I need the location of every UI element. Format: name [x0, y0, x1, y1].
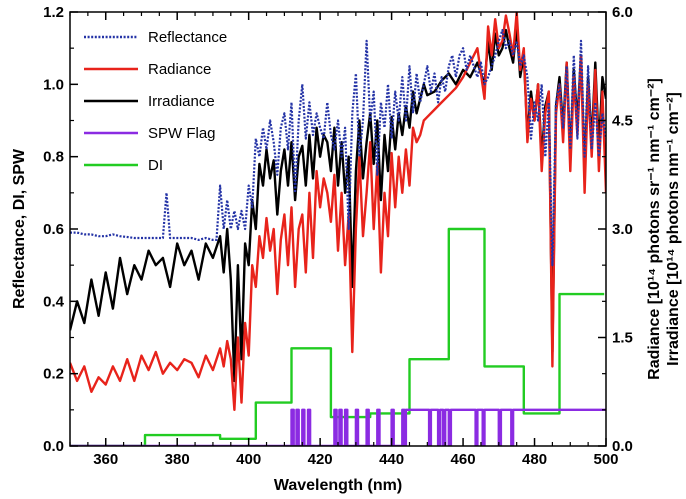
y-right-tick-label: 0.0 — [612, 438, 633, 455]
legend-label: Irradiance — [148, 93, 215, 110]
series-reflectance-line — [70, 29, 606, 267]
x-tick-label: 420 — [308, 451, 333, 468]
y-right-tick-label: 1.5 — [612, 330, 633, 347]
legend-label: SPW Flag — [148, 125, 216, 142]
y-left-tick-label: 0.8 — [43, 149, 64, 166]
x-tick-label: 460 — [451, 451, 476, 468]
y-left-tick-label: 1.2 — [43, 4, 64, 21]
series-layer — [70, 12, 606, 446]
x-tick-label: 440 — [379, 451, 404, 468]
x-tick-label: 380 — [165, 451, 190, 468]
x-axis-title: Wavelength (nm) — [274, 477, 402, 494]
series-spw-flag-line — [70, 408, 606, 446]
legend-label: Reflectance — [148, 29, 227, 46]
legend: Reflectance Radiance Irradiance SPW Flag DI — [84, 29, 227, 174]
legend-label: DI — [148, 157, 163, 174]
y-left-tick-label: 0.6 — [43, 221, 64, 238]
y-left-tick-label: 1.0 — [43, 76, 64, 93]
y-right-tick-label: 4.5 — [612, 113, 633, 130]
series-di-line — [70, 227, 605, 446]
x-tick-label: 360 — [93, 451, 118, 468]
y-axis-right-title-irradiance: Irradiance [10¹⁴ photons nm⁻¹ cm⁻²] — [665, 92, 682, 366]
ticks-layer: 360 380 400 420 440 460 480 5000.00.20.40.60.81… — [43, 4, 633, 468]
x-tick-label: 480 — [522, 451, 547, 468]
x-tick-label: 400 — [236, 451, 261, 468]
x-tick-label: 500 — [593, 451, 618, 468]
legend-label: Radiance — [148, 61, 211, 78]
y-left-tick-label: 0.2 — [43, 366, 64, 383]
y-left-tick-label: 0.4 — [43, 293, 65, 310]
y-left-tick-label: 0.0 — [43, 438, 64, 455]
y-right-tick-label: 6.0 — [612, 4, 633, 21]
y-axis-right-title-radiance: Radiance [10¹⁴ photons sr⁻¹ nm⁻¹ cm⁻²] — [646, 78, 663, 380]
y-right-tick-label: 3.0 — [612, 221, 633, 238]
y-axis-left-title: Reflectance, DI, SPW — [11, 148, 28, 309]
